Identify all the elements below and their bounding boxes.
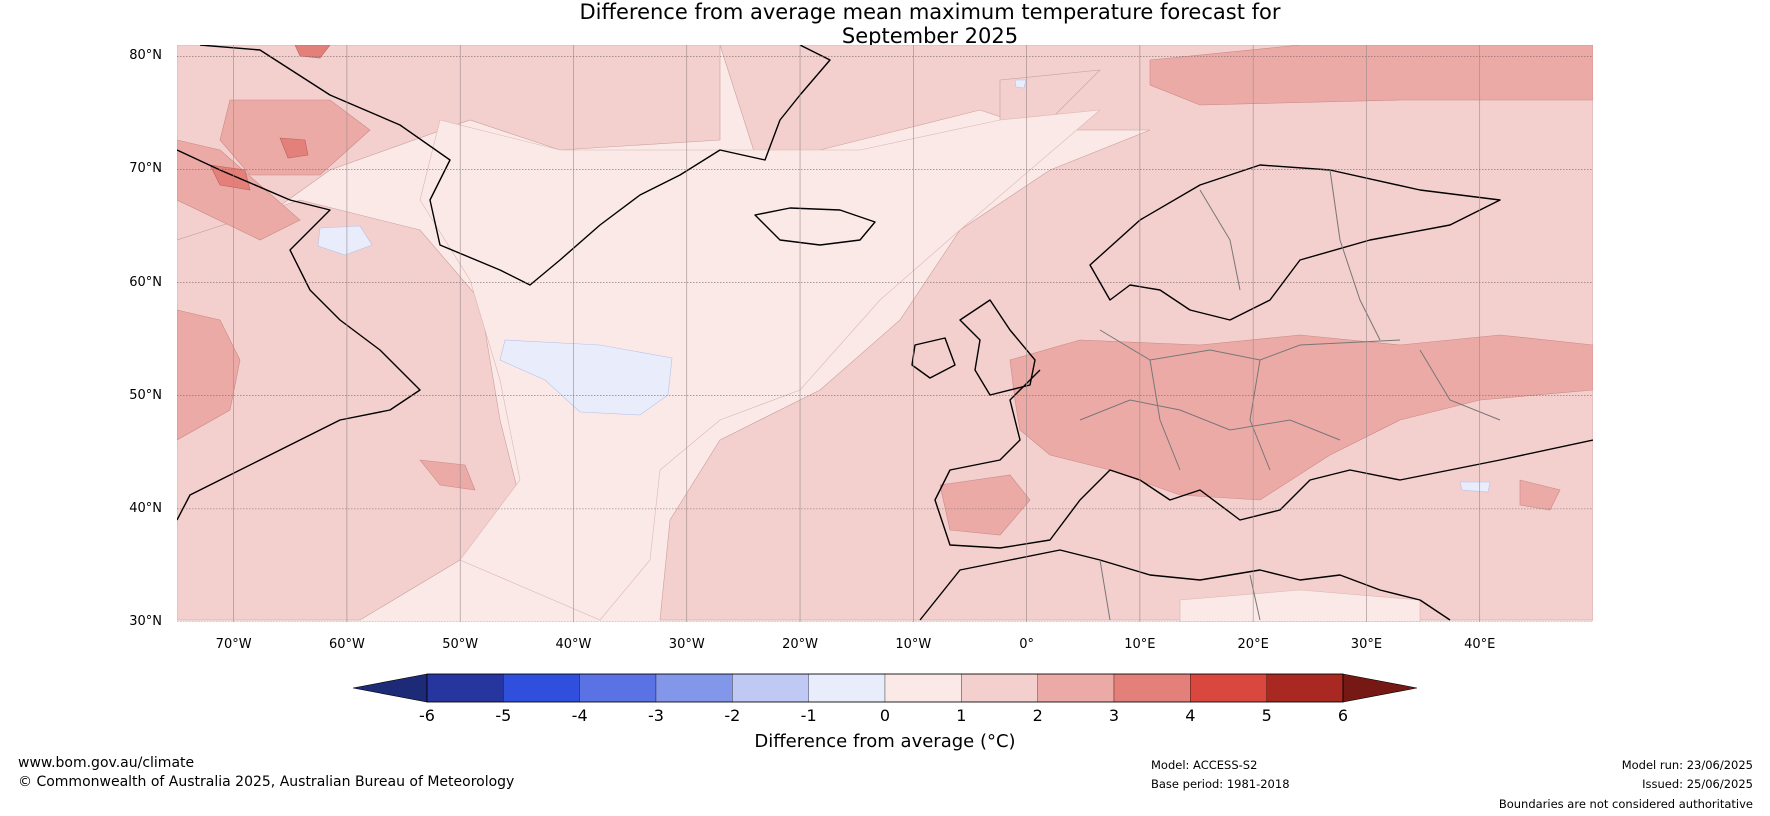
scandinavia-coastline: [1089, 164, 1501, 321]
colorbar-tick-8: 2: [1032, 706, 1043, 725]
title-line-1: Difference from average mean maximum tem…: [579, 0, 1281, 24]
lon-tick-label-7: 0°: [1019, 637, 1034, 652]
colorbar-bin-1: [503, 673, 580, 703]
britain-coastline: [959, 299, 1036, 396]
anomaly-0-1-regions: [419, 109, 1421, 622]
lat-tick-label-5: 30°N: [129, 614, 162, 629]
colorbar-tick-6: 0: [879, 706, 891, 725]
colorbar-tick-10: 4: [1185, 706, 1196, 725]
country-borders: [1079, 169, 1501, 621]
lat-tick-label-4: 40°N: [129, 500, 162, 516]
canada-coastline: [177, 149, 421, 521]
lon-tick-label-8: 10°E: [1124, 637, 1156, 652]
lon-tick-label-9: 20°E: [1237, 637, 1269, 652]
lon-tick-label-6: 10°W: [895, 637, 932, 652]
colorbar-tick-1: -5: [495, 706, 512, 725]
anomaly-below-zero-regions: [317, 79, 1491, 493]
lat-tick-label-2: 60°N: [129, 274, 162, 290]
colorbar-tick-12: 6: [1337, 706, 1349, 725]
ireland-coastline: [911, 337, 956, 379]
lon-tick-label-10: 30°E: [1350, 637, 1383, 652]
lat-tick-label-3: 50°N: [129, 387, 162, 403]
colorbar-over-arrow: [1342, 673, 1418, 703]
lat-tick-label-0: 80°N: [129, 48, 162, 64]
colorbar-tick-9: 3: [1108, 706, 1120, 725]
colorbar-bin-4: [732, 673, 809, 703]
map-title: Difference from average mean maximum tem…: [0, 0, 1770, 48]
europe-mainland-coastline: [934, 369, 1593, 549]
colorbar-bin-10: [1190, 673, 1267, 703]
anomaly-1-2-regions: [177, 45, 1593, 621]
boundary-disclaimer: Boundaries are not considered authoritat…: [1498, 797, 1753, 811]
model-run-date: Model run: 23/06/2025: [1621, 758, 1753, 772]
map-gridlines: [177, 45, 1593, 622]
colorbar-bin-0: [426, 673, 504, 703]
colorbar-bin-8: [1037, 673, 1115, 703]
lon-tick-label-4: 30°W: [668, 637, 705, 652]
colorbar-bin-6: [884, 673, 962, 703]
colorbar-tick-3: -3: [648, 706, 664, 725]
lon-tick-label-3: 40°W: [555, 637, 592, 652]
lon-tick-label-11: 40°E: [1464, 637, 1496, 652]
colorbar-bin-11: [1266, 673, 1344, 703]
colorbar-tick-4: -2: [724, 706, 741, 725]
colorbar-bin-9: [1113, 673, 1191, 703]
base-period: Base period: 1981-2018: [1151, 777, 1290, 791]
anomaly-3-4-regions: [209, 45, 331, 191]
greenland-coastline: [199, 45, 831, 286]
issued-date: Issued: 25/06/2025: [1642, 777, 1753, 791]
colorbar-label: Difference from average (°C): [754, 731, 1016, 752]
copyright-text: © Commonwealth of Australia 2025, Austra…: [18, 774, 515, 790]
colorbar-tick-11: 5: [1261, 706, 1272, 725]
model-name: Model: ACCESS-S2: [1151, 758, 1258, 772]
colorbar-frame: [426, 673, 1344, 703]
colorbar-bin-3: [655, 673, 733, 703]
colorbar-tick-0: -6: [419, 706, 435, 725]
lon-tick-label-1: 60°W: [328, 637, 365, 652]
iceland-coastline: [754, 207, 876, 246]
lon-tick-label-5: 20°W: [782, 637, 818, 652]
colorbar-tick-5: -1: [800, 706, 817, 725]
coastlines: [177, 45, 1593, 621]
lat-tick-label-1: 70°N: [129, 161, 162, 177]
colorbar-bin-7: [961, 673, 1038, 703]
colorbar-bin-5: [808, 673, 886, 703]
title-line-2: September 2025: [841, 24, 1019, 48]
colorbar-under-arrow: [352, 673, 428, 703]
colorbar-tick-2: -4: [571, 706, 588, 725]
africa-coastline: [919, 549, 1451, 621]
colorbar: [352, 673, 1418, 703]
colorbar-bin-2: [579, 673, 657, 703]
website-link[interactable]: www.bom.gov.au/climate: [18, 755, 195, 771]
lon-tick-label-2: 50°W: [442, 637, 479, 652]
colorbar-tick-7: 1: [956, 706, 967, 725]
lon-tick-label-0: 70°W: [215, 637, 252, 652]
